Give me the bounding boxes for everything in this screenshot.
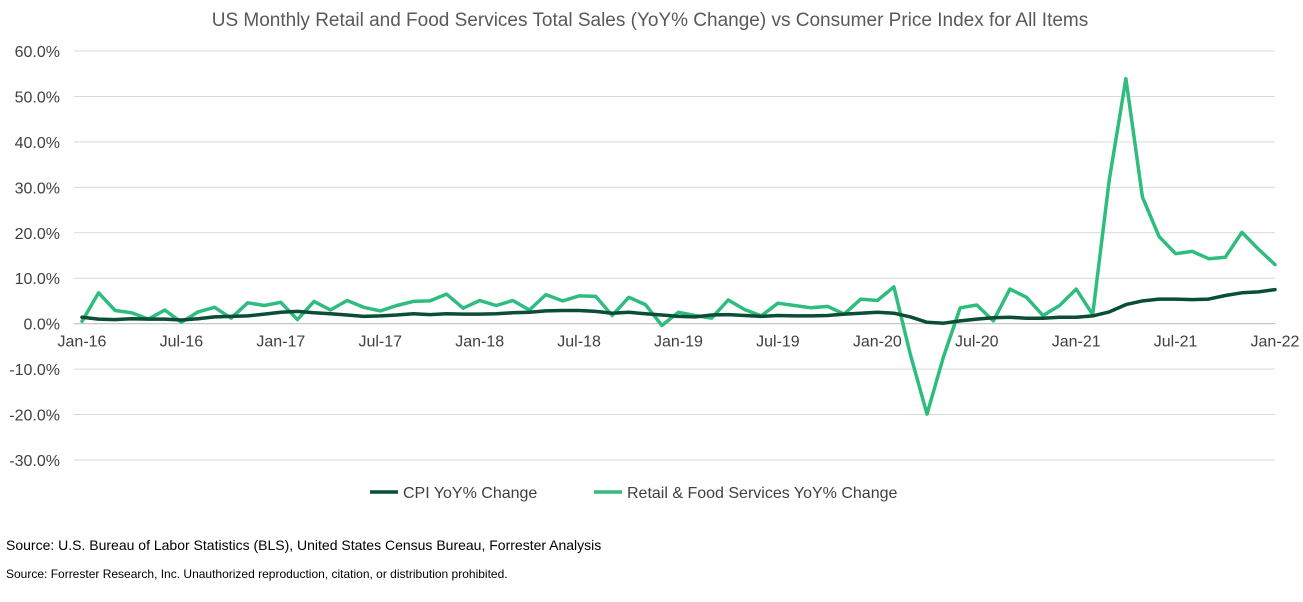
legend-label-retail: Retail & Food Services YoY% Change — [627, 485, 897, 502]
x-tick-label: Jan-18 — [455, 334, 504, 351]
x-tick-label: Jul-18 — [557, 334, 601, 351]
x-tick-label: Jan-20 — [853, 334, 902, 351]
copyright-note: Source: Forrester Research, Inc. Unautho… — [6, 567, 508, 581]
x-tick-label: Jan-19 — [654, 334, 703, 351]
chart-title: US Monthly Retail and Food Services Tota… — [212, 10, 1089, 31]
x-tick-label: Jul-21 — [1154, 334, 1198, 351]
y-tick-label: -30.0% — [9, 453, 60, 470]
x-axis-ticks: Jan-16 Jul-16 Jan-17 Jul-17 Jan-18 Jul-18 Jan-… — [58, 334, 1300, 351]
x-tick-label: Jul-20 — [955, 334, 999, 351]
x-tick-label: Jul-19 — [756, 334, 800, 351]
legend: CPI YoY% Change Retail & Food Services Y… — [370, 485, 897, 502]
y-tick-label: -10.0% — [9, 362, 60, 379]
y-tick-label: 60.0% — [15, 44, 60, 61]
x-tick-label: Jan-21 — [1052, 334, 1101, 351]
y-tick-label: 20.0% — [15, 226, 60, 243]
y-tick-label: 30.0% — [15, 180, 60, 197]
legend-label-cpi: CPI YoY% Change — [403, 485, 537, 502]
x-tick-label: Jul-17 — [358, 334, 402, 351]
chart: US Monthly Retail and Food Services Tota… — [9, 10, 1300, 502]
x-tick-label: Jan-22 — [1251, 334, 1300, 351]
x-tick-label: Jul-16 — [160, 334, 204, 351]
x-tick-label: Jan-17 — [256, 334, 305, 351]
series-line-retail — [80, 76, 1277, 416]
y-tick-label: 10.0% — [15, 271, 60, 288]
x-tick-label: Jan-16 — [58, 334, 107, 351]
y-tick-label: 50.0% — [15, 89, 60, 106]
y-axis-ticks: 60.0% 50.0% 40.0% 30.0% 20.0% 10.0% 0.0% -10.0%… — [9, 44, 60, 470]
y-tick-label: -20.0% — [9, 408, 60, 425]
y-tick-label: 40.0% — [15, 135, 60, 152]
gridlines — [74, 50, 1275, 461]
series-line-cpi — [80, 287, 1277, 325]
source-note: Source: U.S. Bureau of Labor Statistics … — [6, 537, 602, 553]
series-lines — [80, 76, 1277, 416]
y-tick-label: 0.0% — [24, 317, 60, 334]
